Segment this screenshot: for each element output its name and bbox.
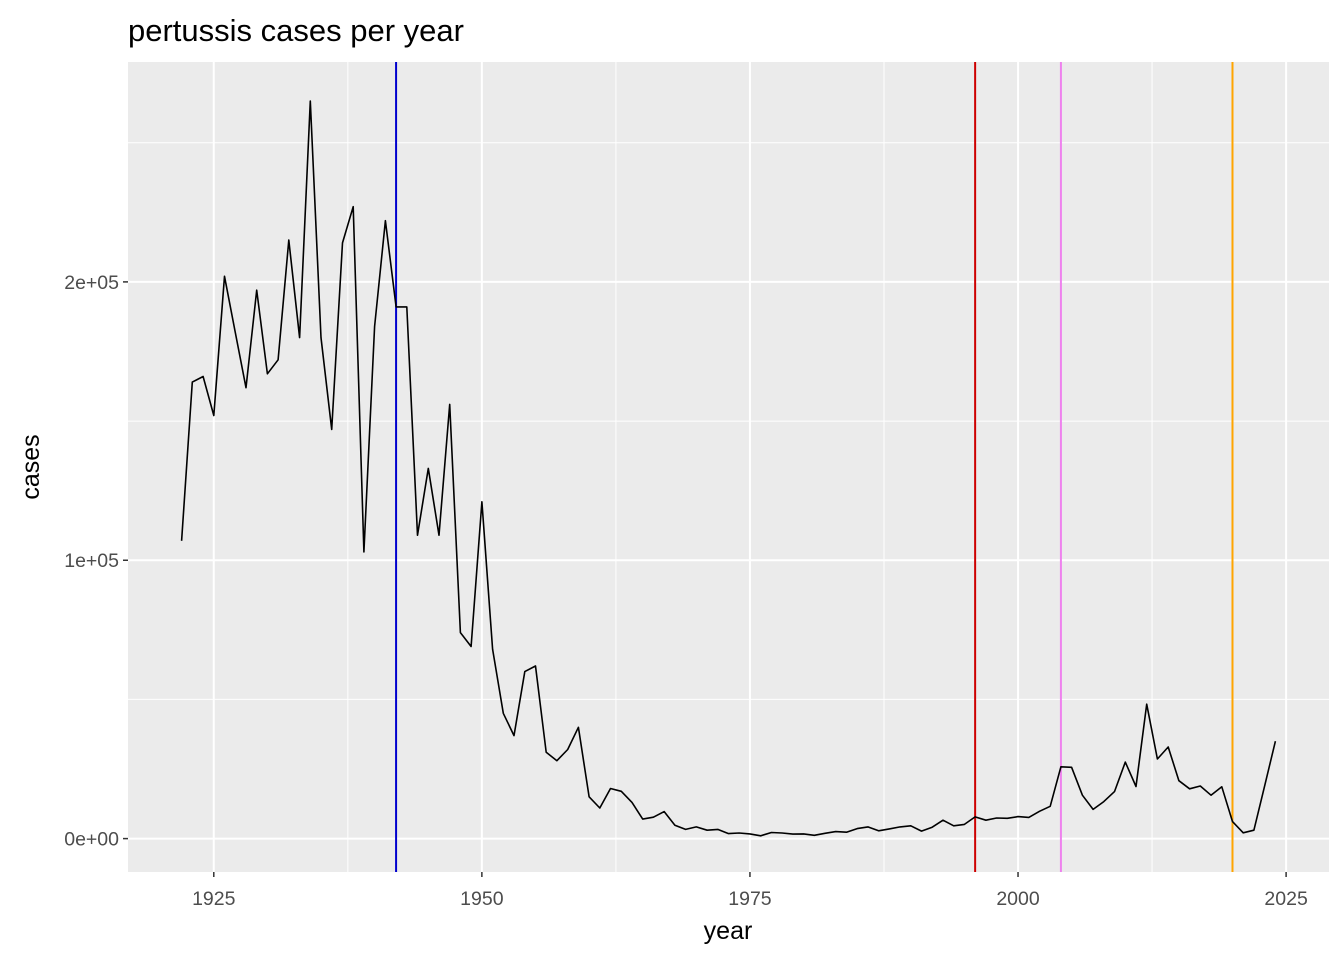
chart-title: pertussis cases per year	[128, 13, 464, 48]
series-line	[180, 100, 1277, 837]
reference-lines	[395, 62, 1234, 872]
plot-panel	[128, 62, 1329, 872]
y-axis: 0e+00 1e+05 2e+05	[64, 272, 128, 851]
y-tick-label: 0e+00	[64, 829, 119, 851]
x-tick-label: 2000	[996, 888, 1040, 910]
y-tick-label: 2e+05	[64, 272, 119, 294]
x-tick-label: 1950	[460, 888, 504, 910]
grid-minor	[128, 62, 1329, 872]
x-tick-label: 1975	[728, 888, 772, 910]
series-group	[180, 100, 1277, 837]
y-tick-label: 1e+05	[64, 550, 119, 572]
grid-major	[128, 62, 1329, 872]
x-tick-label: 1925	[192, 888, 236, 910]
x-axis-title: year	[704, 917, 753, 945]
x-axis: 1925 1950 1975 2000 2025	[192, 872, 1308, 910]
x-tick-label: 2025	[1264, 888, 1308, 910]
y-axis-title: cases	[17, 434, 45, 499]
